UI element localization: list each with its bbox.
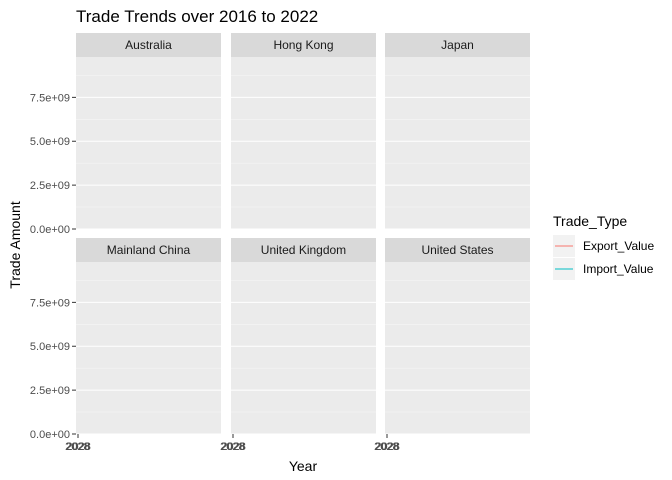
y-tick-label: 2.5e+09: [30, 385, 70, 397]
x-tick-label: 2028: [221, 441, 245, 453]
facet-strip-label: Australia: [125, 38, 172, 52]
x-tick-label: 2028: [375, 441, 399, 453]
facet-strip-label: Mainland China: [107, 243, 191, 257]
y-tick-label: 7.5e+09: [30, 297, 70, 309]
legend-label: Export_Value: [583, 239, 654, 253]
legend-title: Trade_Type: [553, 213, 627, 229]
panel-background: [385, 57, 530, 229]
facet-panel: Mainland China: [76, 238, 221, 435]
x-axis-title: Year: [289, 458, 318, 474]
facet-panel: United States: [385, 238, 530, 435]
y-tick-label: 7.5e+09: [30, 92, 70, 104]
legend-label: Import_Value: [583, 262, 654, 276]
x-tick-label: 2028: [66, 441, 90, 453]
panel-background: [76, 57, 221, 229]
panel-background: [231, 262, 376, 434]
panel-background: [76, 262, 221, 434]
legend: Trade_Type Export_Value Import_Value: [553, 213, 654, 280]
y-axis-title: Trade Amount: [7, 201, 23, 289]
facet-panel: Japan: [385, 33, 530, 230]
y-tick-label: 5.0e+09: [30, 136, 70, 148]
facet-strip: [76, 238, 221, 262]
legend-item: Import_Value: [553, 258, 654, 280]
facet-panel: United Kingdom: [231, 238, 376, 435]
x-tick-label: 2028: [375, 441, 399, 453]
facet-strip-label: United States: [421, 243, 493, 257]
facet-strip-label: Hong Kong: [273, 38, 333, 52]
x-tick-label: 2028: [66, 441, 90, 453]
panel-background: [231, 57, 376, 229]
facet-strip: [76, 33, 221, 57]
legend-item: Export_Value: [553, 235, 654, 257]
y-tick-label: 0.0e+00: [30, 429, 70, 441]
y-tick-label: 5.0e+09: [30, 341, 70, 353]
facet-panel: Australia: [76, 33, 221, 230]
facet-strip: [385, 238, 530, 262]
y-tick-label: 0.0e+00: [30, 224, 70, 236]
facet-strip: [231, 33, 376, 57]
chart-title: Trade Trends over 2016 to 2022: [76, 7, 318, 26]
facet-strip-label: United Kingdom: [261, 243, 346, 257]
facet-panel: Hong Kong: [231, 33, 376, 230]
panel-background: [385, 262, 530, 434]
facet-strip-label: Japan: [441, 38, 474, 52]
y-tick-label: 2.5e+09: [30, 180, 70, 192]
x-tick-label: 2028: [374, 441, 398, 453]
x-tick-label: 2028: [220, 441, 244, 453]
facet-strip: [231, 238, 376, 262]
facet-strip: [385, 33, 530, 57]
x-tick-label: 2028: [65, 441, 89, 453]
x-tick-label: 2028: [221, 441, 245, 453]
